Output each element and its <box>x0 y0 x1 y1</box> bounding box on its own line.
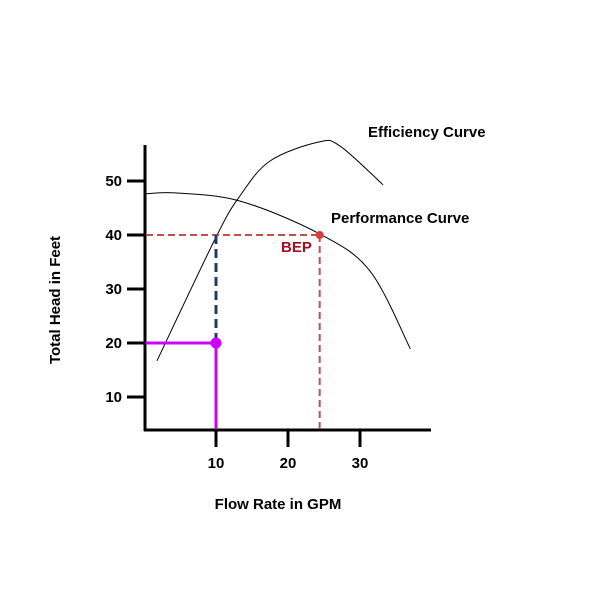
performance-curve <box>144 192 411 350</box>
bep-point <box>315 231 324 239</box>
efficiency-curve <box>156 139 384 362</box>
y-tick-label: 50 <box>105 173 122 190</box>
y-axis-title: Total Head in Feet <box>47 236 64 364</box>
x-tick-label: 30 <box>352 455 369 472</box>
operating-point <box>210 337 222 349</box>
y-tick-label: 20 <box>105 335 122 352</box>
y-tick-label: 40 <box>105 227 122 244</box>
bep-label: BEP <box>281 239 312 256</box>
x-tick-label: 10 <box>208 455 225 472</box>
performance-curve-label: Performance Curve <box>331 210 469 227</box>
efficiency-curve-label: Efficiency Curve <box>368 124 486 141</box>
x-tick-label: 20 <box>280 455 297 472</box>
x-axis-title: Flow Rate in GPM <box>215 496 342 513</box>
y-tick-label: 30 <box>105 281 122 298</box>
y-tick-label: 10 <box>105 389 122 406</box>
